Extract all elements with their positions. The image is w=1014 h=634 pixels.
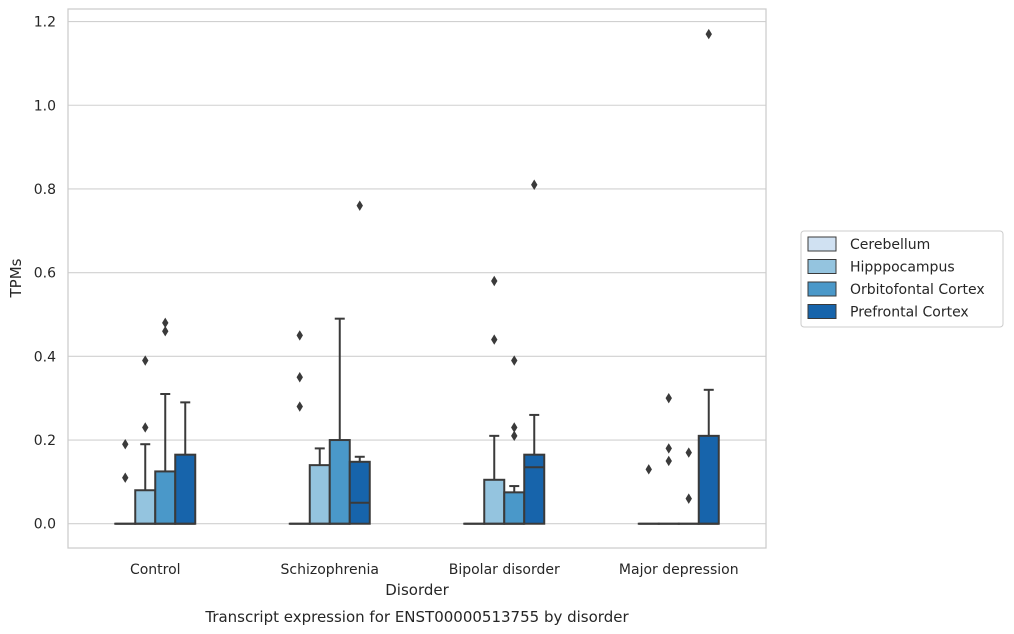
outlier-point [531, 179, 538, 190]
legend-swatch [807, 259, 837, 274]
gridlines [68, 21, 766, 525]
outlier-point [491, 275, 498, 287]
box-cerebellum [288, 330, 311, 525]
x-tick-label: Control [130, 562, 181, 578]
box-iqr [523, 453, 546, 525]
outlier-point [665, 392, 672, 404]
box-prefrontal-cortex [174, 401, 197, 525]
legend-label: Orbitofontal Cortex [850, 282, 985, 298]
box-iqr [348, 460, 371, 525]
outlier-point [511, 422, 518, 433]
outlier-point [685, 447, 692, 458]
outlier-point [665, 443, 672, 454]
box-orbitofontal-cortex [503, 355, 526, 525]
outlier-point [685, 493, 692, 504]
box-hipppocampus [657, 392, 680, 525]
box-hipppocampus [483, 275, 506, 525]
box-iqr [503, 491, 526, 525]
outlier-point [665, 455, 672, 467]
legend-items: Cerebellum Hipppocampus Orbitofontal Corte… [807, 236, 985, 321]
outlier-point [645, 464, 652, 475]
outlier-point [162, 317, 169, 329]
x-tick-label: Bipolar disorder [449, 562, 560, 578]
outlier-point [491, 334, 498, 345]
x-tick-label: Major depression [619, 562, 739, 578]
outlier-point [356, 200, 363, 211]
outlier-point [296, 401, 303, 412]
y-tick-label: 0.6 [34, 266, 56, 282]
y-tick-label: 0.0 [34, 517, 56, 533]
box-orbitofontal-cortex [677, 447, 700, 525]
box-iqr [154, 470, 177, 525]
outlier-point [142, 422, 149, 433]
boxes [114, 28, 720, 525]
legend-label: Hipppocampus [850, 260, 955, 276]
box-iqr [174, 453, 197, 525]
y-tick-label: 0.8 [34, 182, 56, 198]
legend: Cerebellum Hipppocampus Orbitofontal Corte… [800, 230, 1004, 328]
chart-caption: Transcript expression for ENST0000051375… [204, 608, 629, 626]
outlier-point [122, 439, 129, 450]
outlier-point [296, 372, 303, 383]
box-prefrontal-cortex [697, 28, 720, 525]
box-iqr [697, 434, 720, 525]
box-cerebellum [637, 464, 660, 525]
legend-label: Cerebellum [850, 237, 930, 253]
legend-swatch [807, 304, 837, 319]
box-iqr [134, 489, 157, 525]
x-axis-label: Disorder [385, 581, 449, 599]
outlier-point [511, 430, 518, 442]
box-hipppocampus [308, 447, 331, 525]
box-orbitofontal-cortex [154, 317, 177, 525]
box-iqr [308, 464, 331, 525]
outlier-point [162, 326, 169, 337]
box-prefrontal-cortex [523, 179, 546, 525]
outlier-point [122, 472, 129, 483]
legend-swatch [807, 236, 837, 252]
box-orbitofontal-cortex [328, 317, 351, 525]
plot-area-frame [67, 8, 767, 549]
x-tick-label: Schizophrenia [281, 562, 379, 578]
y-tick-label: 1.0 [34, 98, 56, 114]
legend-label: Prefrontal Cortex [850, 305, 969, 321]
legend-frame [800, 230, 1004, 328]
y-tick-label: 0.4 [34, 349, 56, 365]
box-iqr [328, 439, 351, 525]
outlier-point [705, 28, 712, 40]
y-tick-label: 0.2 [34, 433, 56, 449]
legend-swatch [807, 281, 837, 297]
y-axis-ticks: 0.0 0.2 0.4 0.6 0.8 1.0 1.2 [34, 15, 56, 533]
box-iqr [483, 478, 506, 525]
outlier-point [296, 330, 303, 341]
outlier-point [142, 355, 149, 366]
outlier-point [511, 355, 518, 366]
y-axis-label: TPMs [7, 258, 25, 298]
y-tick-label: 1.2 [34, 15, 56, 31]
box-cerebellum [114, 439, 137, 525]
box-hipppocampus [134, 355, 157, 525]
x-axis-ticks: Control Schizophrenia Bipolar disorder Majo… [130, 562, 739, 578]
box-prefrontal-cortex [348, 200, 371, 525]
